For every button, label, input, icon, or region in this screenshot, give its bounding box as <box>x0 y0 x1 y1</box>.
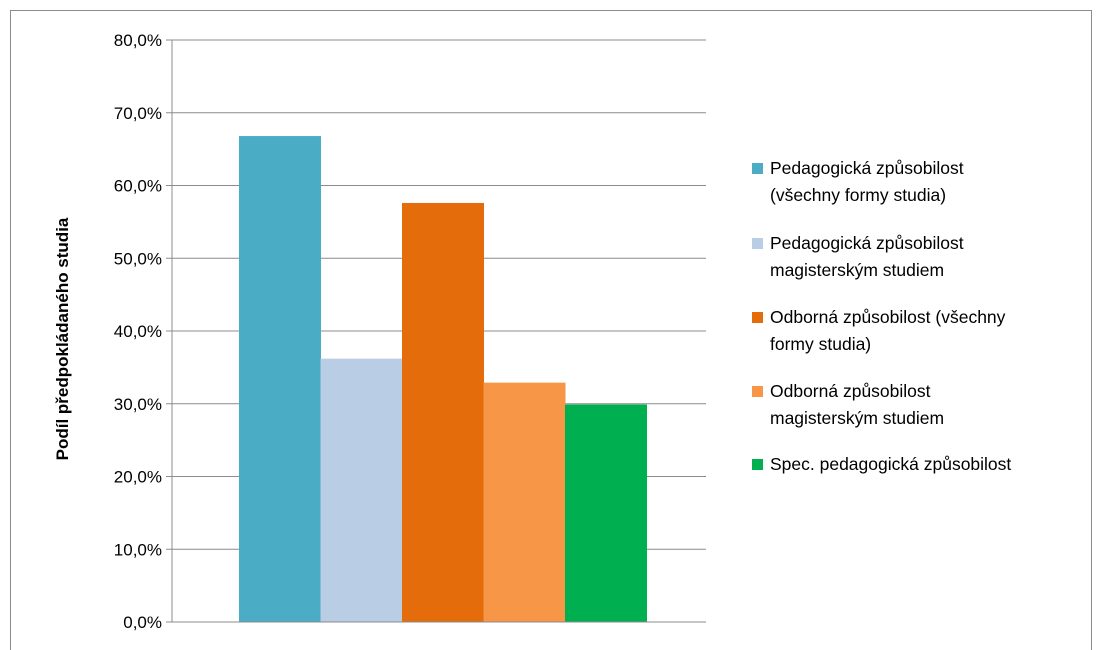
legend-label: Pedagogická způsobilost <box>770 233 964 253</box>
y-tick-label: 50,0% <box>114 249 162 268</box>
bar <box>239 136 321 622</box>
y-tick-label: 20,0% <box>114 468 162 487</box>
legend-swatch <box>752 238 763 249</box>
legend-label: Odborná způsobilost <box>770 381 931 401</box>
legend-label: (všechny formy studia) <box>770 185 946 205</box>
bar <box>565 404 647 622</box>
y-tick-label: 60,0% <box>114 177 162 196</box>
legend: Pedagogická způsobilost (všechny formy st… <box>752 158 1011 474</box>
legend-label: magisterským studiem <box>770 260 944 280</box>
legend-label: Spec. pedagogická způsobilost <box>770 454 1011 474</box>
y-tick-label: 80,0% <box>114 31 162 50</box>
legend-swatch <box>752 386 763 397</box>
legend-label: Odborná způsobilost (všechny <box>770 307 1006 327</box>
bars <box>239 136 647 622</box>
y-tick-label: 10,0% <box>114 540 162 559</box>
legend-label: formy studia) <box>770 334 871 354</box>
y-tick-label: 0,0% <box>123 613 162 632</box>
bar <box>483 382 566 622</box>
bar <box>320 358 403 622</box>
y-tick-labels: 0,0% 10,0% 20,0% 30,0% 40,0% 50,0% 60,0% 70,0% 8… <box>114 31 162 632</box>
y-axis-label: Podíl předpokládaného studia <box>53 217 72 460</box>
bar <box>402 202 484 622</box>
legend-swatch <box>752 312 763 323</box>
legend-swatch <box>752 459 763 470</box>
y-tick-label: 70,0% <box>114 104 162 123</box>
legend-label: magisterským studiem <box>770 408 944 428</box>
legend-swatch <box>752 163 763 174</box>
y-tick-label: 40,0% <box>114 322 162 341</box>
legend-label: Pedagogická způsobilost <box>770 158 964 178</box>
y-tick-label: 30,0% <box>114 395 162 414</box>
